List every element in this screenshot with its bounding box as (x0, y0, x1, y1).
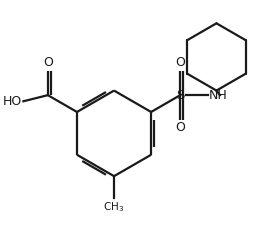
Text: HO: HO (3, 95, 22, 108)
Text: NH: NH (209, 89, 227, 102)
Text: O: O (175, 56, 185, 69)
Text: CH$_3$: CH$_3$ (103, 200, 125, 214)
Text: O: O (43, 56, 53, 69)
Text: O: O (175, 121, 185, 134)
Text: S: S (176, 89, 184, 102)
